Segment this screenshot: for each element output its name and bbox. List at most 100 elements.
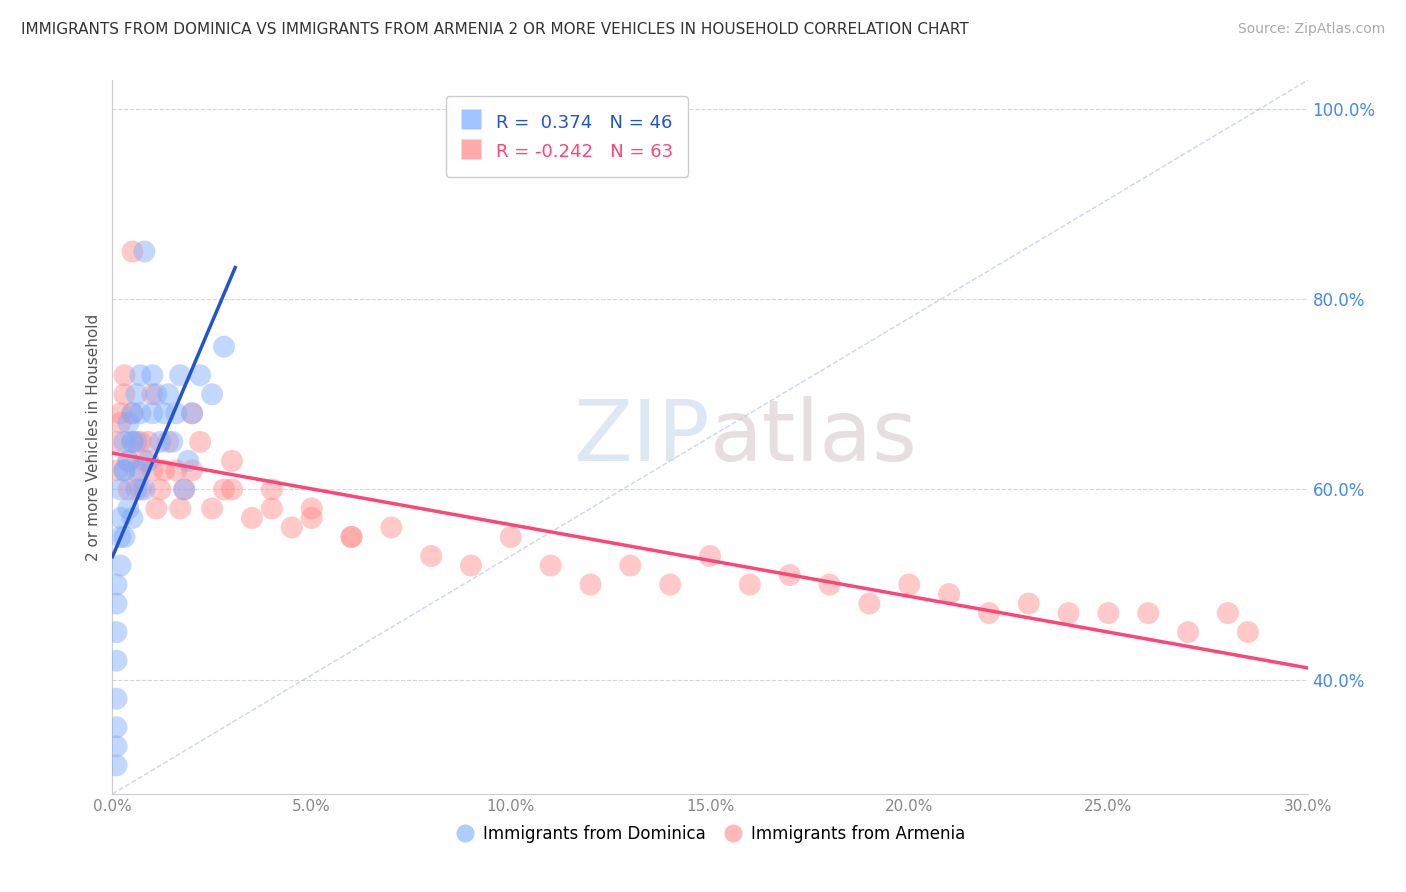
Point (121, 406, 143, 420)
Point (779, 568, 801, 582)
Point (145, 387, 167, 401)
Point (105, 720, 128, 734)
Point (1018, 597, 1040, 611)
Y-axis label: 2 or more Vehicles in Household: 2 or more Vehicles in Household (86, 313, 101, 561)
Point (281, 520, 304, 534)
Point (117, 454, 139, 468)
Point (181, 463, 204, 477)
Point (129, 434, 152, 449)
Point (117, 416, 139, 430)
Point (1137, 606, 1160, 620)
Point (105, 434, 128, 449)
Point (105, 739, 128, 754)
Point (134, 454, 156, 468)
Point (125, 434, 148, 449)
Point (260, 483, 283, 497)
Point (162, 434, 183, 449)
Point (138, 434, 160, 449)
Point (105, 758, 128, 772)
Point (157, 387, 180, 401)
Point (1177, 625, 1199, 640)
Point (141, 463, 163, 477)
Point (110, 511, 132, 525)
Point (105, 597, 128, 611)
Legend: Immigrants from Dominica, Immigrants from Armenia: Immigrants from Dominica, Immigrants fro… (449, 819, 972, 850)
Point (129, 368, 152, 383)
Point (117, 501, 139, 516)
Point (117, 483, 139, 497)
Point (141, 406, 163, 420)
Point (221, 483, 243, 497)
Point (114, 530, 135, 544)
Point (110, 530, 132, 544)
Point (114, 463, 135, 477)
Point (149, 434, 172, 449)
Point (114, 387, 135, 401)
Text: ZIP: ZIP (574, 395, 710, 479)
Point (898, 577, 921, 591)
Point (129, 483, 152, 497)
Point (260, 501, 283, 516)
Point (121, 434, 143, 449)
Point (105, 463, 128, 477)
Point (157, 434, 180, 449)
Point (659, 577, 682, 591)
Point (1216, 606, 1239, 620)
Point (134, 483, 156, 497)
Point (169, 368, 191, 383)
Point (1097, 606, 1119, 620)
Point (240, 511, 263, 525)
Point (129, 406, 152, 420)
Point (340, 530, 363, 544)
Point (121, 511, 143, 525)
Point (153, 463, 176, 477)
Point (938, 587, 960, 601)
Point (181, 406, 204, 420)
Point (169, 501, 191, 516)
Text: atlas: atlas (710, 395, 918, 479)
Point (340, 530, 363, 544)
Point (540, 558, 562, 573)
Point (1237, 625, 1260, 640)
Point (738, 577, 761, 591)
Text: IMMIGRANTS FROM DOMINICA VS IMMIGRANTS FROM ARMENIA 2 OR MORE VEHICLES IN HOUSEH: IMMIGRANTS FROM DOMINICA VS IMMIGRANTS F… (21, 22, 969, 37)
Point (105, 577, 128, 591)
Point (301, 511, 323, 525)
Point (201, 387, 224, 401)
Point (201, 501, 224, 516)
Point (110, 416, 132, 430)
Point (818, 577, 841, 591)
Point (212, 483, 235, 497)
Point (141, 368, 163, 383)
Point (114, 463, 135, 477)
Point (110, 406, 132, 420)
Point (121, 244, 143, 259)
Point (105, 691, 128, 706)
Point (188, 368, 211, 383)
Point (579, 577, 602, 591)
Point (188, 434, 211, 449)
Point (105, 654, 128, 668)
Point (177, 454, 200, 468)
Point (221, 454, 243, 468)
Point (134, 244, 156, 259)
Point (110, 483, 132, 497)
Point (121, 406, 143, 420)
Point (105, 625, 128, 640)
Point (165, 463, 187, 477)
Point (149, 483, 172, 497)
Point (858, 597, 880, 611)
Point (125, 463, 148, 477)
Point (138, 454, 160, 468)
Point (1057, 606, 1080, 620)
Point (141, 387, 163, 401)
Point (145, 501, 167, 516)
Point (173, 483, 195, 497)
Point (110, 558, 132, 573)
Point (114, 368, 135, 383)
Point (129, 463, 152, 477)
Point (212, 340, 235, 354)
Point (114, 434, 135, 449)
Point (619, 558, 641, 573)
Point (121, 434, 143, 449)
